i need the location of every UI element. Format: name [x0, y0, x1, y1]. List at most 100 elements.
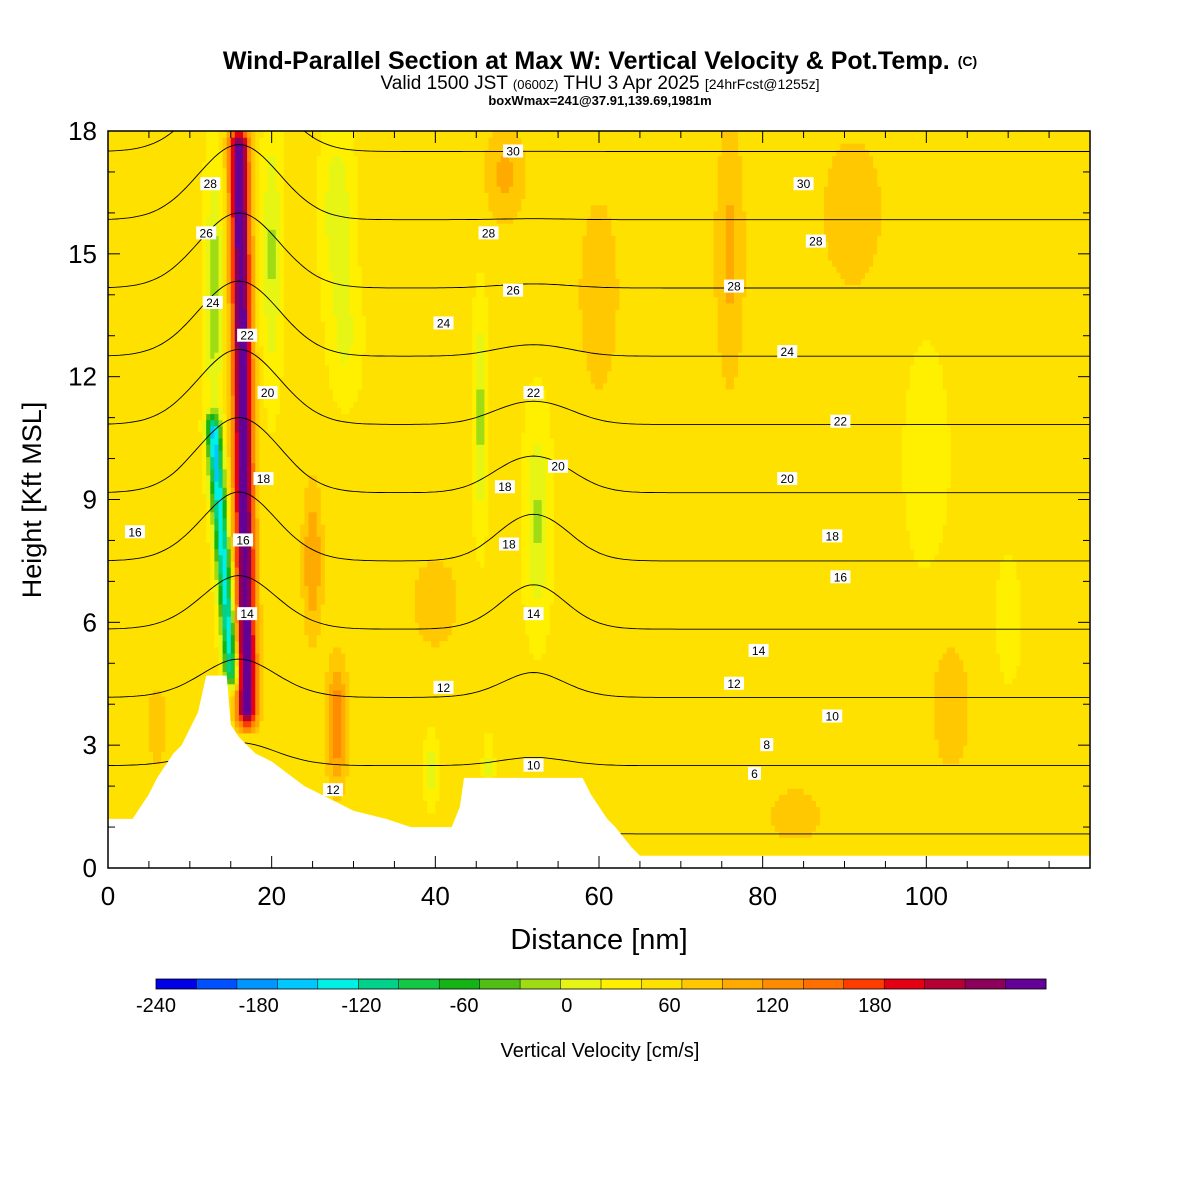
vv-cell	[178, 715, 183, 722]
vv-cell	[165, 235, 170, 242]
vv-cell	[116, 217, 121, 224]
vv-cell	[255, 506, 260, 513]
vv-cell	[255, 555, 260, 562]
vv-cell	[174, 555, 179, 562]
vv-cell	[153, 475, 158, 482]
vv-cell	[259, 598, 264, 605]
vv-cell	[129, 690, 134, 697]
vv-cell	[255, 180, 260, 187]
vv-cell	[120, 481, 125, 488]
vv-cell	[247, 205, 252, 212]
vv-cell	[124, 174, 129, 181]
vv-cell	[251, 690, 256, 697]
vv-cell	[169, 739, 174, 746]
vv-cell	[194, 635, 199, 642]
vv-cell	[182, 211, 187, 218]
vv-cell	[112, 254, 117, 261]
vv-cell	[178, 420, 183, 427]
vv-cell	[243, 665, 248, 672]
vv-cell	[272, 254, 277, 261]
vv-cell	[239, 205, 244, 212]
vv-cell	[247, 708, 252, 715]
vv-cell	[178, 641, 183, 648]
vv-cell	[116, 309, 121, 316]
vv-cell	[259, 211, 264, 218]
vv-cell	[219, 278, 224, 285]
vv-cell	[120, 321, 125, 328]
vv-cell	[145, 266, 150, 273]
vv-cell	[153, 739, 158, 746]
vv-cell	[137, 168, 142, 175]
vv-cell	[247, 426, 252, 433]
vv-cell	[206, 242, 211, 249]
vv-cell	[206, 192, 211, 199]
vv-cell	[243, 199, 248, 206]
vv-cell	[141, 321, 146, 328]
vv-cell	[251, 414, 256, 421]
vv-cell	[198, 377, 203, 384]
vv-cell	[182, 285, 187, 292]
vv-cell	[112, 604, 117, 611]
vv-cell	[235, 156, 240, 163]
vv-cell	[247, 629, 252, 636]
vv-cell	[231, 149, 236, 156]
vv-cell	[247, 567, 252, 574]
vv-cell	[231, 364, 236, 371]
vv-cell	[169, 260, 174, 267]
vv-cell	[194, 702, 199, 709]
vv-cell	[272, 162, 277, 169]
vv-cell	[206, 358, 211, 365]
vv-cell	[120, 401, 125, 408]
vv-cell	[178, 506, 183, 513]
vv-cell	[165, 303, 170, 310]
vv-cell	[194, 610, 199, 617]
vv-cell	[276, 487, 281, 494]
vv-cell	[157, 500, 162, 507]
vv-cell	[116, 278, 121, 285]
vv-cell	[235, 469, 240, 476]
vv-cell	[251, 395, 256, 402]
vv-cell	[141, 229, 146, 236]
vv-cell	[116, 506, 121, 513]
vv-cell	[161, 162, 166, 169]
vv-cell	[194, 696, 199, 703]
vv-cell	[169, 610, 174, 617]
vv-cell	[190, 254, 195, 261]
vv-cell	[133, 794, 138, 801]
vv-cell	[219, 561, 224, 568]
vv-cell	[251, 549, 256, 556]
vv-cell	[198, 389, 203, 396]
vv-cell	[153, 653, 158, 660]
vv-cell	[120, 192, 125, 199]
vv-cell	[194, 414, 199, 421]
vv-cell	[227, 579, 232, 586]
vv-cell	[247, 598, 252, 605]
vv-cell	[206, 475, 211, 482]
vv-cell	[198, 561, 203, 568]
vv-cell	[190, 506, 195, 513]
vv-cell	[153, 598, 158, 605]
vv-cell	[116, 751, 121, 758]
vv-cell	[129, 543, 134, 550]
vv-cell	[264, 260, 269, 267]
vv-cell	[223, 665, 228, 672]
vv-cell	[133, 309, 138, 316]
vv-cell	[157, 156, 162, 163]
vv-cell	[223, 168, 228, 175]
vv-cell	[137, 260, 142, 267]
vv-cell	[161, 334, 166, 341]
vv-cell	[190, 616, 195, 623]
vv-cell	[161, 358, 166, 365]
vv-cell	[247, 401, 252, 408]
vv-cell	[259, 536, 264, 543]
vv-cell	[219, 432, 224, 439]
vv-cell	[219, 242, 224, 249]
vv-cell	[186, 235, 191, 242]
vv-cell	[272, 715, 277, 722]
vv-cell	[227, 192, 232, 199]
vv-cell	[268, 727, 273, 734]
vv-cell	[223, 334, 228, 341]
vv-cell	[112, 567, 117, 574]
vv-cell	[124, 377, 129, 384]
vv-cell	[137, 745, 142, 752]
